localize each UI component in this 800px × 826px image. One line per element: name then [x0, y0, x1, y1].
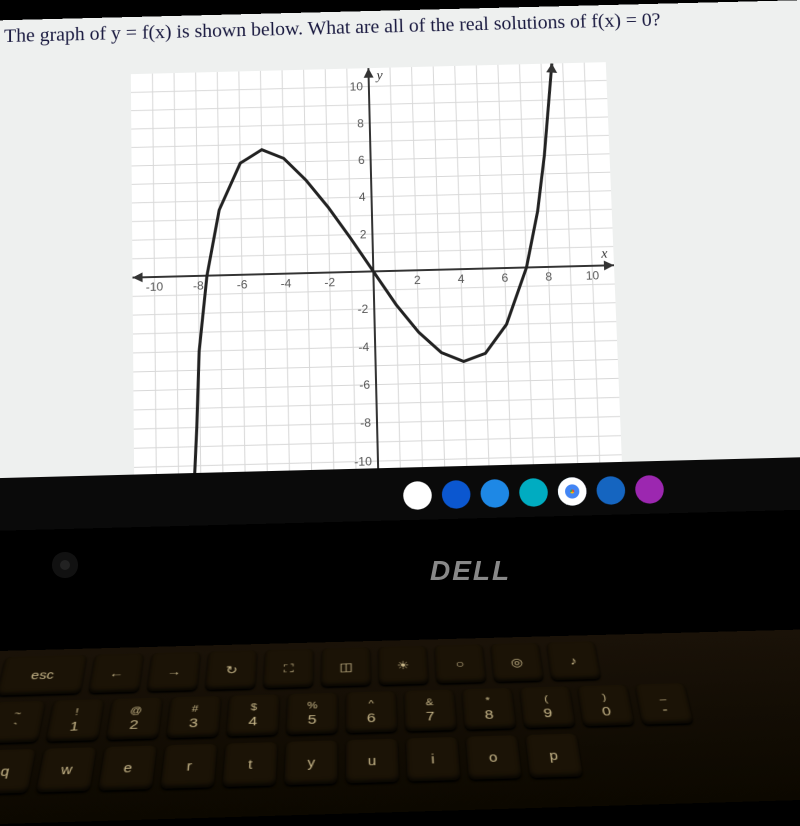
laptop-screen: The graph of y = f(x) is shown below. Wh…	[0, 0, 800, 531]
svg-text:8: 8	[357, 116, 364, 130]
svg-text:x: x	[600, 247, 609, 262]
svg-text:-6: -6	[237, 278, 248, 292]
svg-text:-4: -4	[280, 276, 291, 290]
key[interactable]: ⛶	[263, 649, 314, 689]
key[interactable]: ◫	[321, 647, 371, 686]
svg-text:6: 6	[358, 153, 365, 167]
key[interactable]: ♪	[546, 641, 600, 680]
key[interactable]: ◎	[490, 643, 543, 682]
key[interactable]: esc	[0, 655, 87, 696]
svg-text:2: 2	[360, 227, 367, 241]
key[interactable]: o	[466, 735, 522, 780]
earth-icon[interactable]	[403, 481, 432, 510]
svg-text:10: 10	[586, 269, 600, 283]
key[interactable]: ○	[434, 644, 486, 683]
svg-text:-10: -10	[354, 454, 372, 469]
svg-text:8: 8	[545, 270, 553, 284]
key[interactable]: $4	[226, 694, 279, 736]
svg-text:-10: -10	[146, 280, 164, 294]
key[interactable]: ↻	[205, 650, 257, 690]
key[interactable]: )0	[577, 685, 634, 727]
key[interactable]: q	[0, 749, 36, 794]
svg-text:6: 6	[501, 271, 508, 285]
key[interactable]: ~`	[0, 701, 46, 744]
key[interactable]: ^6	[346, 691, 397, 733]
svg-text:4: 4	[458, 272, 465, 286]
keyboard: esc←→↻⛶◫☀○◎♪ ~`!1@2#3$4%5^6&7*8(9)0_-qwer…	[0, 628, 800, 826]
key[interactable]: (9	[520, 686, 576, 728]
camera-icon[interactable]	[480, 479, 509, 508]
svg-text:10: 10	[350, 80, 364, 94]
key[interactable]: *8	[462, 688, 516, 730]
app-icon[interactable]	[442, 480, 471, 509]
key[interactable]: i	[406, 737, 460, 782]
laptop-brand: DELL	[430, 555, 511, 587]
key[interactable]: %5	[286, 693, 337, 735]
svg-text:-8: -8	[360, 416, 371, 430]
svg-text:-4: -4	[358, 340, 369, 354]
graph-svg: -10-8-6-4-2246810-10-8-6-4-2246810xy	[131, 62, 623, 487]
key[interactable]: &7	[404, 690, 457, 732]
key[interactable]: e	[98, 746, 157, 791]
svg-text:2: 2	[414, 273, 421, 287]
svg-text:-2: -2	[357, 302, 368, 316]
key[interactable]: #3	[166, 696, 221, 738]
chrome-icon[interactable]	[557, 477, 587, 506]
drive-icon[interactable]	[519, 478, 548, 507]
taskbar-icons	[403, 475, 664, 510]
key[interactable]: w	[36, 747, 96, 792]
svg-text:-6: -6	[359, 378, 370, 392]
svg-text:-8: -8	[193, 279, 204, 293]
key[interactable]: u	[346, 739, 399, 784]
key[interactable]: _-	[635, 683, 693, 725]
svg-text:y: y	[374, 69, 383, 84]
webcam	[60, 560, 70, 570]
key[interactable]: t	[222, 742, 277, 787]
graph: -10-8-6-4-2246810-10-8-6-4-2246810xy	[131, 62, 623, 487]
question-text: The graph of y = f(x) is shown below. Wh…	[4, 6, 782, 47]
svg-text:-2: -2	[324, 275, 335, 289]
key[interactable]: p	[525, 734, 583, 778]
key[interactable]: @2	[106, 698, 163, 740]
record-icon[interactable]	[596, 476, 626, 505]
key[interactable]: ←	[89, 653, 144, 693]
key[interactable]: y	[284, 740, 337, 785]
key[interactable]: ☀	[378, 646, 428, 685]
key[interactable]: !1	[46, 699, 104, 741]
svg-text:4: 4	[359, 190, 366, 204]
key[interactable]: r	[160, 744, 217, 789]
taskbar	[0, 457, 800, 531]
play-icon[interactable]	[635, 475, 665, 504]
key[interactable]: →	[147, 652, 201, 692]
